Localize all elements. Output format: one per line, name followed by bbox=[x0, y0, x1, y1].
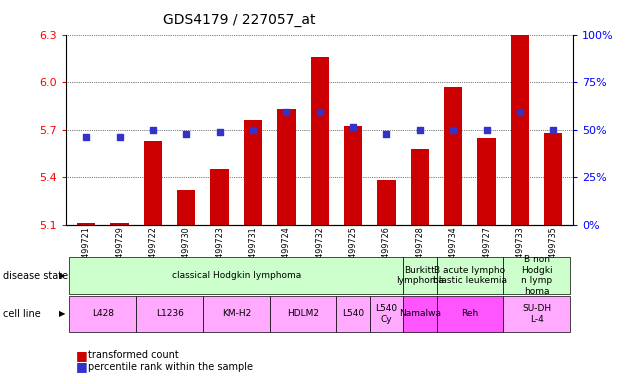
Text: B non
Hodgki
n lymp
homa: B non Hodgki n lymp homa bbox=[521, 255, 553, 296]
Bar bbox=[377, 180, 396, 225]
Point bbox=[515, 109, 525, 115]
Text: ■: ■ bbox=[76, 349, 88, 362]
Bar bbox=[544, 133, 563, 225]
Bar bbox=[210, 169, 229, 225]
Bar bbox=[444, 87, 462, 225]
Point bbox=[481, 126, 491, 132]
Text: L1236: L1236 bbox=[156, 310, 183, 318]
Point bbox=[348, 124, 358, 130]
Bar bbox=[177, 190, 195, 225]
Bar bbox=[511, 35, 529, 225]
Point bbox=[148, 126, 158, 132]
Text: transformed count: transformed count bbox=[88, 350, 179, 360]
Point bbox=[181, 131, 192, 137]
Text: Reh: Reh bbox=[461, 310, 479, 318]
Point bbox=[415, 126, 425, 132]
Text: GDS4179 / 227057_at: GDS4179 / 227057_at bbox=[163, 13, 316, 27]
Text: ▶: ▶ bbox=[59, 271, 66, 280]
Text: Burkitt
lymphoma: Burkitt lymphoma bbox=[396, 266, 444, 285]
Text: HDLM2: HDLM2 bbox=[287, 310, 319, 318]
Text: cell line: cell line bbox=[3, 309, 41, 319]
Text: SU-DH
L-4: SU-DH L-4 bbox=[522, 304, 551, 324]
Point bbox=[282, 109, 292, 115]
Point bbox=[248, 126, 258, 132]
Text: B acute lympho
blastic leukemia: B acute lympho blastic leukemia bbox=[433, 266, 507, 285]
Text: ■: ■ bbox=[76, 360, 88, 373]
Point bbox=[448, 126, 458, 132]
Text: L540: L540 bbox=[342, 310, 364, 318]
Bar bbox=[144, 141, 162, 225]
Bar bbox=[478, 137, 496, 225]
Point bbox=[115, 134, 125, 140]
Point bbox=[215, 129, 225, 135]
Bar bbox=[244, 120, 262, 225]
Text: Namalwa: Namalwa bbox=[399, 310, 441, 318]
Point bbox=[381, 131, 391, 137]
Point bbox=[548, 126, 558, 132]
Bar bbox=[277, 109, 295, 225]
Text: disease state: disease state bbox=[3, 270, 68, 281]
Text: L428: L428 bbox=[92, 310, 114, 318]
Text: L540
Cy: L540 Cy bbox=[375, 304, 398, 324]
Bar bbox=[344, 126, 362, 225]
Bar bbox=[77, 223, 95, 225]
Bar bbox=[110, 223, 129, 225]
Bar bbox=[311, 57, 329, 225]
Text: KM-H2: KM-H2 bbox=[222, 310, 251, 318]
Bar bbox=[411, 149, 429, 225]
Point bbox=[81, 134, 91, 140]
Point bbox=[315, 109, 325, 115]
Text: ▶: ▶ bbox=[59, 310, 66, 318]
Text: classical Hodgkin lymphoma: classical Hodgkin lymphoma bbox=[172, 271, 301, 280]
Text: percentile rank within the sample: percentile rank within the sample bbox=[88, 362, 253, 372]
